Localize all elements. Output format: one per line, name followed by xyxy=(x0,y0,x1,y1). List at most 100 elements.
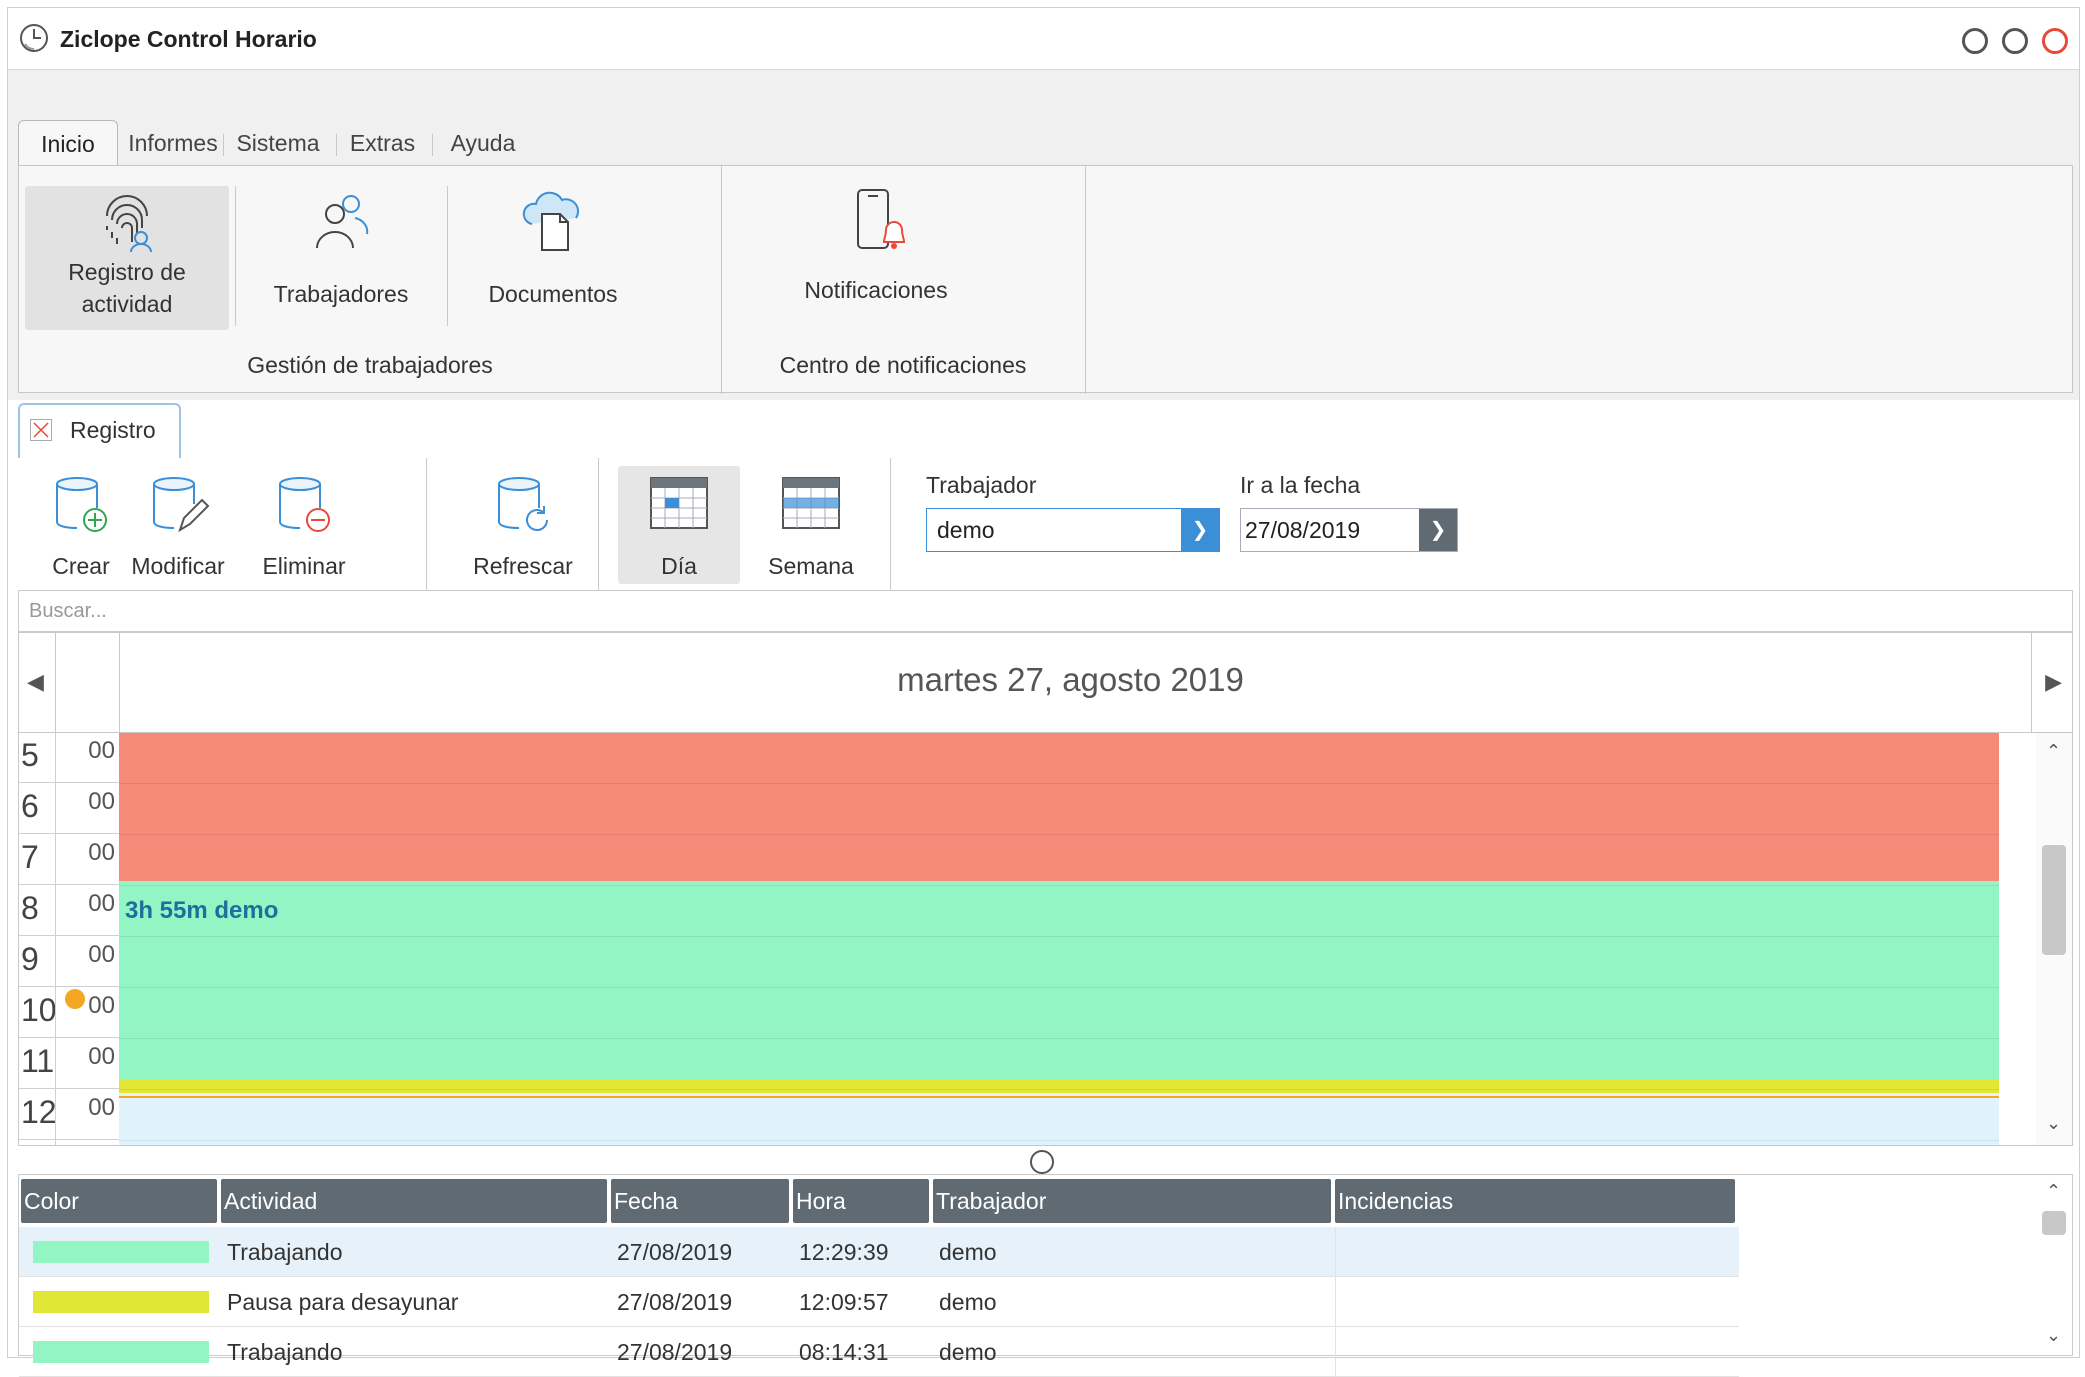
cell-hora: 12:09:57 xyxy=(799,1289,889,1315)
header-hora[interactable]: Hora xyxy=(793,1179,929,1223)
hour-slot: 5 00 xyxy=(19,733,119,783)
search-input[interactable]: Buscar... xyxy=(18,590,2073,632)
doc-tab-registro[interactable]: Registro xyxy=(18,403,181,459)
event-working[interactable]: 3h 55m demo xyxy=(119,881,1999,1079)
tab-inicio[interactable]: Inicio xyxy=(18,120,118,166)
hour-minutes: 00 xyxy=(88,941,115,968)
documentos-button[interactable]: Documentos xyxy=(453,186,653,330)
hour-number: 12 xyxy=(21,1094,57,1130)
ribbon: Inicio Informes Sistema Extras Ayuda Reg… xyxy=(8,70,2079,400)
color-swatch xyxy=(33,1341,209,1363)
group-gestion-label: Gestión de trabajadores xyxy=(247,352,493,378)
crear-button[interactable]: Crear xyxy=(26,466,136,584)
hour-minutes: 00 xyxy=(88,890,115,917)
dia-view-button[interactable]: Día xyxy=(618,466,740,584)
modificar-button[interactable]: Modificar xyxy=(116,466,240,584)
scroll-thumb[interactable] xyxy=(2042,1211,2066,1235)
cloud-document-icon xyxy=(522,191,579,251)
header-actividad[interactable]: Actividad xyxy=(221,1179,607,1223)
cell-actividad: Trabajando xyxy=(227,1239,343,1265)
chevron-down-icon[interactable]: ❯ xyxy=(1181,509,1219,551)
next-day-arrow-icon[interactable]: ▶ xyxy=(2045,669,2062,694)
fecha-date-picker[interactable]: 27/08/2019 ❯ xyxy=(1240,508,1458,552)
fecha-value: 27/08/2019 xyxy=(1245,517,1361,543)
database-add-icon xyxy=(56,477,107,532)
hour-number: 8 xyxy=(21,890,39,926)
database-edit-icon xyxy=(153,477,210,533)
color-swatch xyxy=(33,1241,209,1263)
header-trabajador[interactable]: Trabajador xyxy=(933,1179,1331,1223)
clock-icon xyxy=(20,24,48,52)
ribbon-panel: Registro de actividad Trabajadores Docum… xyxy=(18,165,2073,394)
hour-minutes: 00 xyxy=(88,737,115,764)
close-button[interactable] xyxy=(2042,28,2068,54)
close-tab-icon[interactable] xyxy=(30,419,52,441)
trabajadores-button[interactable]: Trabajadores xyxy=(241,186,441,330)
table-row[interactable]: Pausa para desayunar 27/08/2019 12:09:57 de… xyxy=(19,1277,1739,1327)
grid-scrollbar[interactable]: ⌃ ⌄ xyxy=(2036,1175,2072,1355)
hour-number: 13 xyxy=(21,1145,57,1146)
scroll-down-icon[interactable]: ⌄ xyxy=(2046,1325,2062,1345)
notificaciones-label: Notificaciones xyxy=(804,277,948,303)
event-rest[interactable] xyxy=(119,733,1999,881)
tab-extras[interactable]: Extras xyxy=(349,130,416,156)
hour-number: 11 xyxy=(21,1043,55,1079)
event-pause[interactable] xyxy=(119,1079,1999,1093)
event-label: 3h 55m demo xyxy=(125,897,279,924)
refrescar-button[interactable]: Refrescar xyxy=(458,466,588,584)
dia-label: Día xyxy=(661,553,697,579)
tab-ayuda[interactable]: Ayuda xyxy=(450,130,516,156)
hour-slot: 6 00 xyxy=(19,784,119,834)
hour-number: 6 xyxy=(21,788,39,824)
tab-sistema[interactable]: Sistema xyxy=(236,130,320,156)
header-fecha[interactable]: Fecha xyxy=(611,1179,789,1223)
crear-label: Crear xyxy=(52,553,110,579)
hour-slot: 9 00 xyxy=(19,937,119,987)
notificaciones-button[interactable]: Notificaciones xyxy=(761,186,991,330)
scroll-thumb[interactable] xyxy=(2042,845,2066,955)
refrescar-label: Refrescar xyxy=(473,553,573,579)
chevron-down-icon[interactable]: ❯ xyxy=(1419,509,1457,551)
database-refresh-icon xyxy=(498,477,548,531)
table-row[interactable]: Trabajando 27/08/2019 08:14:31 demo xyxy=(19,1327,1739,1377)
prev-day-arrow-icon[interactable]: ◀ xyxy=(27,669,44,694)
header-color[interactable]: Color xyxy=(21,1179,217,1223)
phone-bell-icon xyxy=(857,189,906,249)
semana-view-button[interactable]: Semana xyxy=(746,466,876,584)
calendar-week-icon xyxy=(782,477,840,529)
eliminar-label: Eliminar xyxy=(262,553,346,579)
trabajador-value: demo xyxy=(937,517,995,543)
hour-slot: 8 00 xyxy=(19,886,119,936)
doc-tab-label: Registro xyxy=(70,417,156,443)
hour-number: 5 xyxy=(21,737,39,773)
registro-actividad-button[interactable]: Registro de actividad xyxy=(25,186,229,330)
hour-gridline xyxy=(119,987,1999,988)
minimize-button[interactable] xyxy=(1962,28,1988,54)
calendar-body[interactable]: 3h 55m demo xyxy=(119,733,1999,1145)
calendar-day-icon xyxy=(650,477,708,529)
tab-informes[interactable]: Informes xyxy=(128,130,218,156)
eliminar-button[interactable]: Eliminar xyxy=(244,466,364,584)
scroll-up-icon[interactable]: ⌃ xyxy=(2046,741,2062,761)
maximize-button[interactable] xyxy=(2002,28,2028,54)
cell-fecha: 27/08/2019 xyxy=(617,1239,733,1265)
cell-fecha: 27/08/2019 xyxy=(617,1289,733,1315)
cell-hora: 12:29:39 xyxy=(799,1239,889,1265)
app-window: Ziclope Control Horario Inicio Informes … xyxy=(7,7,2080,1377)
current-time-line xyxy=(119,1096,1999,1098)
table-row[interactable]: Trabajando 27/08/2019 12:29:39 demo xyxy=(19,1227,1739,1277)
calendar-scrollbar[interactable]: ⌃ ⌄ xyxy=(2036,733,2072,1145)
hour-gridline xyxy=(119,783,1999,784)
scroll-down-icon[interactable]: ⌄ xyxy=(2046,1113,2062,1133)
semana-label: Semana xyxy=(768,553,854,579)
header-incidencias[interactable]: Incidencias xyxy=(1335,1179,1735,1223)
hour-slot: 10 00 xyxy=(19,988,119,1038)
users-icon xyxy=(316,195,369,249)
trabajador-select[interactable]: demo ❯ xyxy=(926,508,1220,552)
hour-minutes: 00 xyxy=(88,1094,115,1121)
scroll-up-icon[interactable]: ⌃ xyxy=(2046,1181,2062,1201)
calendar-header: ◀ martes 27, agosto 2019 ▶ xyxy=(19,633,2072,733)
hour-minutes: 00 xyxy=(88,992,115,1019)
splitter-handle[interactable] xyxy=(1030,1150,1054,1174)
hour-gridline xyxy=(119,1140,1999,1141)
